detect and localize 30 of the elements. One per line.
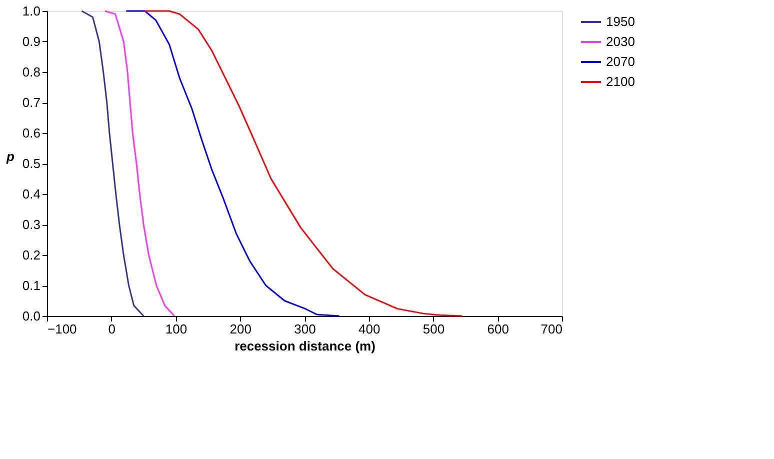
x-tick-label: 0 xyxy=(108,322,116,336)
x-tick-label: 700 xyxy=(540,322,562,336)
y-axis-title: p xyxy=(5,149,14,164)
x-axis-title: recession distance (m) xyxy=(234,338,376,354)
x-tick-label: 500 xyxy=(422,322,445,336)
x-tick-label: 300 xyxy=(294,322,316,336)
y-tick-label: 0.1 xyxy=(22,278,40,293)
legend-label: 2030 xyxy=(606,34,635,49)
y-tick-label: 0.0 xyxy=(22,308,40,324)
line-series xyxy=(125,10,340,317)
x-tick-label: −100 xyxy=(48,322,77,336)
y-tick-label: 0.9 xyxy=(22,34,40,49)
y-tick-label: 0.3 xyxy=(22,217,40,232)
x-tick-label: 600 xyxy=(487,322,509,336)
legend-label: 2070 xyxy=(606,54,635,69)
line-series xyxy=(104,10,176,317)
x-tick-label: 400 xyxy=(358,322,380,336)
legend-label: 1950 xyxy=(606,14,635,29)
x-tick-label: 200 xyxy=(230,322,252,336)
y-tick-label: 1.0 xyxy=(22,4,40,18)
legend-label: 2100 xyxy=(606,74,635,89)
y-tick-label: 0.6 xyxy=(22,126,40,140)
y-tick-label: 0.5 xyxy=(22,156,40,171)
y-tick-label: 0.8 xyxy=(22,64,40,80)
line-series xyxy=(144,10,463,317)
line-series xyxy=(81,10,144,317)
y-tick-label: 0.2 xyxy=(22,248,40,262)
y-tick-label: 0.7 xyxy=(22,95,40,110)
x-tick-label: 100 xyxy=(165,322,188,336)
y-tick-label: 0.4 xyxy=(22,186,40,202)
